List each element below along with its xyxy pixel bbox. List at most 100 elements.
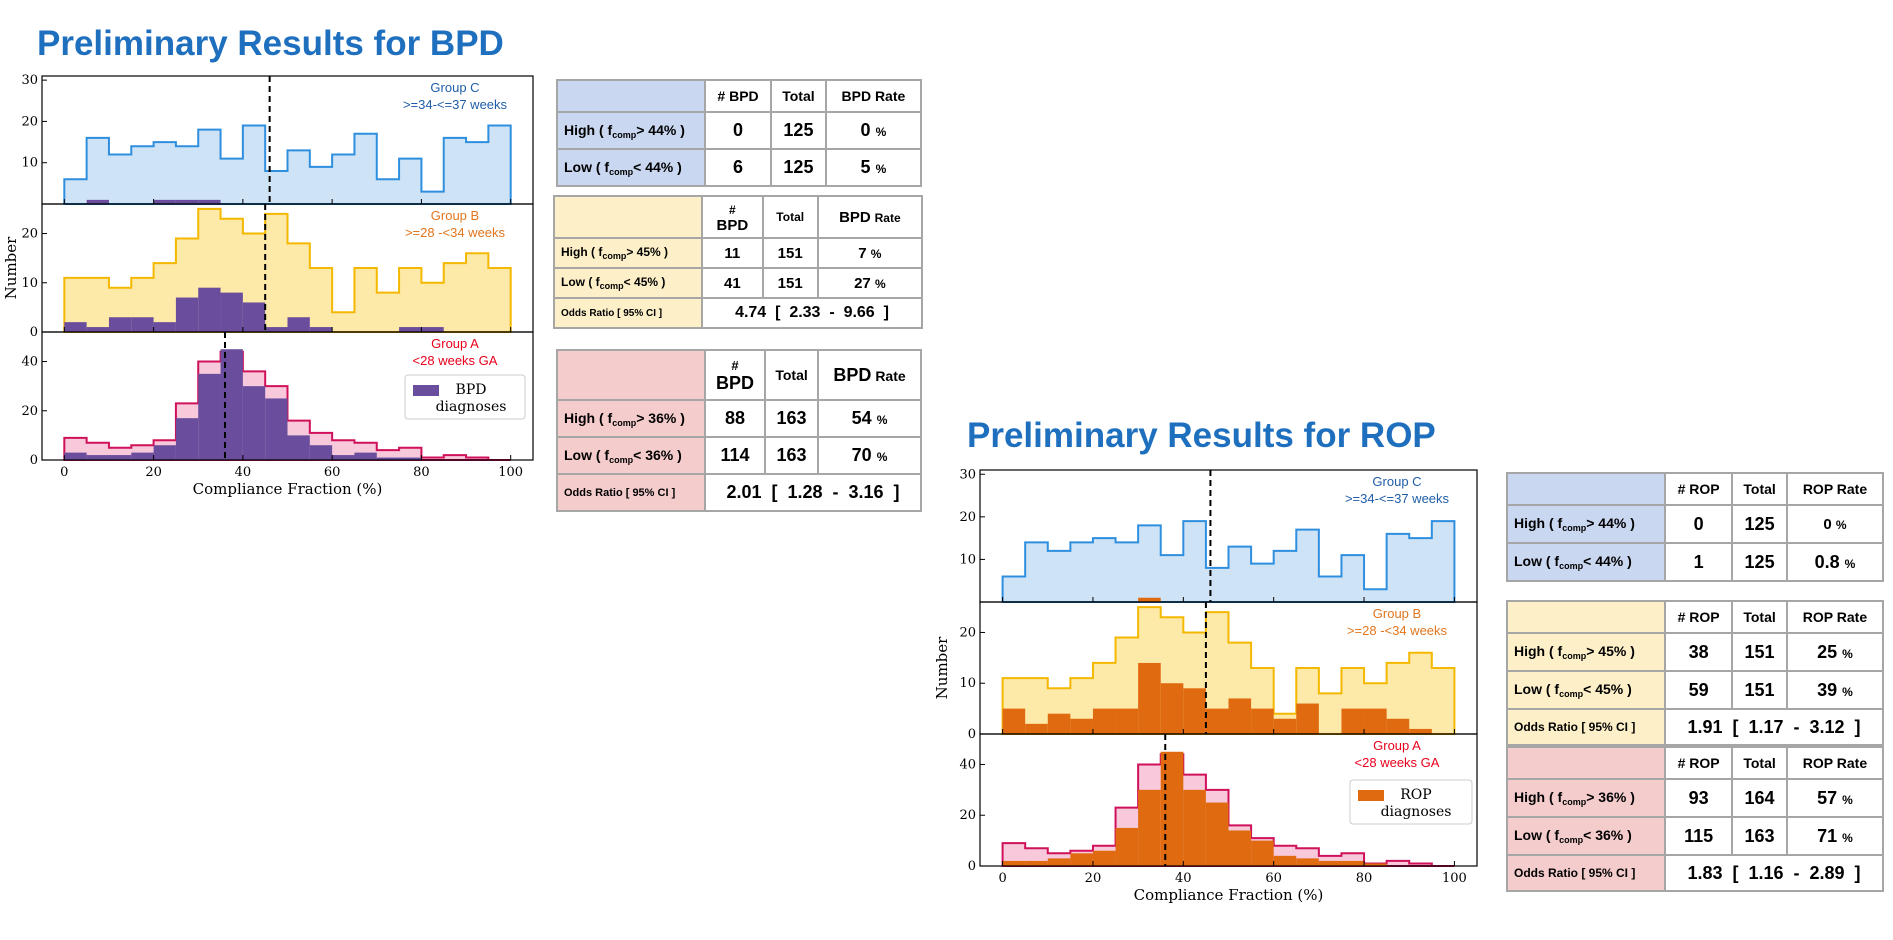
group-label: Group C (1372, 474, 1421, 489)
diagnosis-bar (198, 199, 221, 204)
y-tick-label: 30 (21, 73, 38, 88)
diagnosis-bar (1183, 688, 1206, 734)
diagnosis-bar (399, 457, 422, 460)
diagnosis-bar (1160, 751, 1184, 866)
diagnosis-bar (376, 457, 400, 460)
diagnosis-bar (1273, 718, 1297, 734)
diagnosis-bar (1386, 718, 1410, 734)
x-tick-label: 60 (324, 465, 341, 480)
totals-step-series (63, 124, 512, 205)
x-tick-label: 80 (1356, 871, 1373, 886)
diagnosis-bar (86, 455, 109, 460)
diagnosis-bar (242, 302, 266, 332)
x-tick-label: 20 (1085, 871, 1102, 886)
diagnosis-bar (1138, 789, 1161, 866)
diagnosis-bar (108, 317, 132, 332)
diagnosis-bar (1228, 698, 1252, 734)
rop-table-group-c: # ROP Total ROP Rate High ( fcomp> 44% )… (1506, 472, 1885, 582)
x-tick-label: 40 (235, 465, 252, 480)
y-axis-label: Number (2, 236, 20, 299)
y-tick-label: 20 (959, 808, 976, 823)
diagnosis-bar (198, 373, 221, 460)
diagnosis-bar (1002, 860, 1026, 866)
x-tick-label: 80 (413, 465, 430, 480)
x-tick-label: 100 (1442, 871, 1467, 886)
y-tick-label: 20 (21, 404, 38, 419)
y-tick-label: 40 (959, 757, 976, 772)
diagnosis-bar (1409, 728, 1432, 734)
diagnosis-bar (1002, 708, 1026, 734)
diagnosis-bar (1364, 708, 1387, 734)
y-axis-label: Number (933, 636, 951, 699)
group-sublabel: >=28 -<34 weeks (1347, 623, 1448, 638)
y-tick-label: 20 (21, 227, 38, 242)
y-tick-label: 10 (959, 552, 976, 567)
diagnosis-bar (332, 455, 355, 460)
diagnosis-bar (1296, 858, 1319, 866)
diagnosis-bar (1160, 683, 1184, 734)
group-sublabel: >=34-<=37 weeks (403, 97, 508, 112)
x-tick-label: 20 (145, 465, 162, 480)
diagnosis-bar (1115, 827, 1139, 866)
diagnosis-bar (242, 386, 266, 460)
y-tick-label: 10 (21, 276, 38, 291)
panel-groupB: 0 10 20 Group B >=28 -<34 weeks (959, 601, 1478, 742)
diagnosis-bar (175, 418, 199, 460)
panel-groupC: 10 20 30 Group C >=34-<=37 weeks (21, 73, 534, 205)
group-label: Group B (1373, 606, 1421, 621)
legend-label-2: diagnoses (1381, 804, 1452, 820)
diagnosis-bar (399, 327, 422, 332)
panel-frame (41, 331, 534, 461)
x-tick-label: 0 (998, 871, 1006, 886)
rop-table-group-a: # ROP Total ROP Rate High ( fcomp> 36% )… (1506, 746, 1885, 892)
row-low-label: Low ( fcomp< 44% ) (556, 148, 706, 187)
y-tick-label: 0 (968, 859, 976, 874)
bpd-title: Preliminary Results for BPD (37, 24, 504, 63)
diagnosis-bar (309, 327, 333, 332)
legend-label-2: diagnoses (436, 399, 507, 415)
group-label: Group C (430, 80, 479, 95)
y-tick-label: 30 (959, 467, 976, 482)
diagnosis-bar (309, 445, 333, 460)
y-tick-label: 10 (21, 156, 38, 171)
diagnosis-bar (1205, 802, 1229, 866)
diagnosis-bar (1115, 708, 1139, 734)
y-tick-label: 0 (968, 727, 976, 742)
diagnosis-bar (153, 199, 176, 204)
diagnosis-bar (108, 455, 132, 460)
diagnosis-bar (131, 452, 154, 460)
group-label: Group B (431, 208, 479, 223)
y-tick-label: 20 (959, 625, 976, 640)
diagnosis-bar (131, 317, 154, 332)
bpd-table-group-c: # BPD Total BPD Rate High ( fcomp> 44% )… (556, 79, 923, 187)
diagnosis-bar (1047, 858, 1071, 866)
diagnosis-bar (1025, 860, 1048, 866)
diagnosis-bar (1092, 850, 1116, 866)
diagnosis-bar (86, 199, 109, 204)
diagnosis-bar (1341, 708, 1365, 734)
diagnosis-bar (64, 322, 87, 332)
diagnosis-bar (1092, 708, 1116, 734)
panel-groupA: 0 20 40 Group A <28 weeks GA (21, 331, 534, 468)
y-tick-label: 0 (30, 325, 38, 340)
diagnosis-bar (287, 435, 310, 460)
diagnosis-bar (1138, 662, 1161, 734)
group-sublabel: <28 weeks GA (413, 353, 498, 368)
totals-step-series (1001, 520, 1456, 603)
rop-table-group-b: # ROP Total ROP Rate High ( fcomp> 45% )… (1506, 600, 1885, 746)
diagnosis-bar (198, 287, 221, 332)
panel-groupC: 10 20 30 Group C >=34-<=37 weeks (959, 467, 1478, 603)
y-tick-label: 20 (21, 114, 38, 129)
diagnosis-bar (175, 199, 199, 204)
group-label: Group A (1373, 738, 1421, 753)
diagnosis-bar (1070, 718, 1093, 734)
diagnosis-bar (153, 322, 176, 332)
diagnosis-bar (220, 349, 243, 460)
diagnosis-bar (153, 445, 176, 460)
legend-swatch (1358, 790, 1384, 801)
diagnosis-bar (175, 297, 199, 332)
totals-step-series (1001, 606, 1456, 735)
group-sublabel: <28 weeks GA (1355, 755, 1440, 770)
